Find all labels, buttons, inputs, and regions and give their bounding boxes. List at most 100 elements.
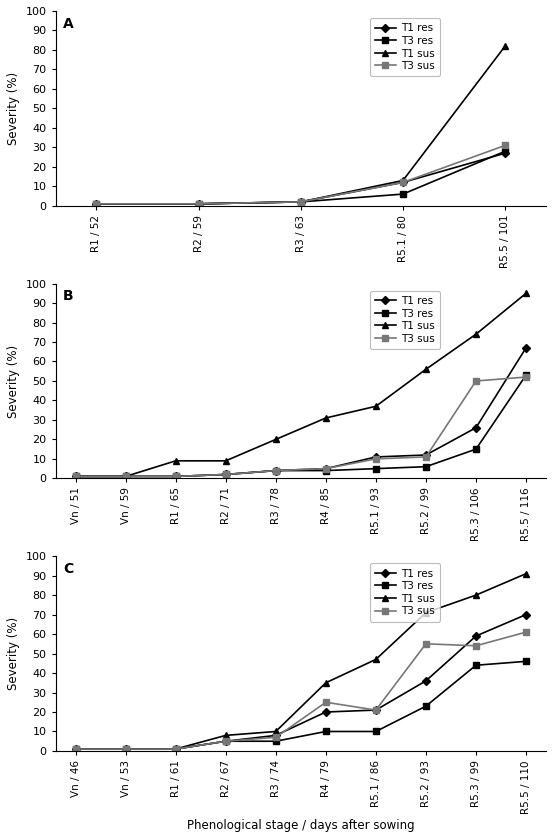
T3 sus	[373, 705, 379, 715]
Legend: T1 res, T3 res, T1 sus, T3 sus: T1 res, T3 res, T1 sus, T3 sus	[370, 18, 440, 76]
T1 res	[473, 423, 479, 433]
T1 res	[400, 177, 406, 187]
T1 sus	[173, 744, 179, 754]
T1 res	[523, 610, 529, 620]
T3 sus	[195, 199, 202, 209]
X-axis label: Phenological stage / days after sowing: Phenological stage / days after sowing	[187, 819, 415, 832]
T1 sus	[523, 289, 529, 299]
Line: T3 sus: T3 sus	[93, 143, 508, 206]
T3 sus	[473, 376, 479, 386]
T3 sus	[523, 372, 529, 382]
T1 sus	[122, 744, 129, 754]
T1 res	[72, 472, 79, 482]
T3 sus	[400, 177, 406, 187]
T1 res	[322, 707, 329, 717]
T1 sus	[72, 744, 79, 754]
T1 res	[473, 631, 479, 641]
Line: T1 res: T1 res	[93, 150, 508, 206]
T3 sus	[322, 464, 329, 474]
Line: T3 res: T3 res	[73, 659, 529, 752]
T3 sus	[72, 744, 79, 754]
T3 sus	[222, 470, 229, 480]
T1 res	[273, 466, 279, 476]
Legend: T1 res, T3 res, T1 sus, T3 sus: T1 res, T3 res, T1 sus, T3 sus	[370, 563, 440, 622]
T3 res	[173, 744, 179, 754]
Line: T3 sus: T3 sus	[73, 374, 529, 479]
T3 sus	[373, 454, 379, 464]
T1 res	[373, 705, 379, 715]
T1 sus	[195, 199, 202, 209]
T1 sus	[502, 41, 509, 51]
T3 sus	[273, 466, 279, 476]
T1 res	[122, 472, 129, 482]
T1 res	[422, 675, 429, 685]
T3 sus	[322, 697, 329, 707]
Line: T1 sus: T1 sus	[72, 571, 530, 753]
Line: T1 sus: T1 sus	[72, 289, 530, 480]
T1 sus	[322, 678, 329, 688]
T3 sus	[222, 736, 229, 746]
T1 sus	[93, 199, 100, 209]
T3 sus	[502, 140, 509, 150]
T1 sus	[400, 175, 406, 185]
Y-axis label: Severity (%): Severity (%)	[7, 617, 20, 690]
T1 res	[93, 199, 100, 209]
T1 sus	[222, 731, 229, 741]
Text: B: B	[63, 289, 74, 304]
T1 res	[173, 472, 179, 482]
T3 res	[222, 470, 229, 480]
T3 res	[473, 444, 479, 454]
T1 sus	[373, 401, 379, 411]
T1 sus	[273, 727, 279, 737]
T1 res	[422, 450, 429, 460]
T3 sus	[298, 197, 304, 207]
T3 res	[195, 199, 202, 209]
T1 sus	[173, 456, 179, 466]
T1 sus	[422, 607, 429, 618]
Line: T3 res: T3 res	[73, 373, 529, 479]
T3 res	[122, 472, 129, 482]
T1 res	[502, 149, 509, 159]
Y-axis label: Severity (%): Severity (%)	[7, 344, 20, 418]
T3 sus	[122, 744, 129, 754]
T3 res	[322, 466, 329, 476]
T3 res	[72, 472, 79, 482]
T3 sus	[422, 638, 429, 649]
T3 res	[523, 656, 529, 666]
T3 res	[473, 660, 479, 670]
T3 res	[523, 370, 529, 380]
T3 res	[173, 472, 179, 482]
T3 sus	[473, 641, 479, 651]
T3 res	[273, 466, 279, 476]
T3 sus	[173, 472, 179, 482]
T3 sus	[523, 627, 529, 637]
T1 sus	[473, 329, 479, 339]
T3 res	[93, 199, 100, 209]
T3 res	[273, 736, 279, 746]
T3 res	[222, 736, 229, 746]
T1 sus	[523, 569, 529, 579]
Line: T1 res: T1 res	[73, 612, 529, 752]
T1 sus	[72, 472, 79, 482]
T3 res	[502, 146, 509, 156]
T1 res	[122, 744, 129, 754]
T3 sus	[273, 732, 279, 743]
T1 sus	[273, 435, 279, 445]
Line: T3 sus: T3 sus	[73, 629, 529, 752]
T3 res	[422, 701, 429, 711]
T1 res	[298, 197, 304, 207]
T3 res	[298, 197, 304, 207]
T1 sus	[373, 654, 379, 664]
Text: A: A	[63, 17, 74, 31]
T3 sus	[122, 472, 129, 482]
T3 res	[400, 189, 406, 199]
T3 res	[122, 744, 129, 754]
Line: T3 res: T3 res	[93, 149, 508, 206]
T1 sus	[322, 413, 329, 423]
T3 res	[72, 744, 79, 754]
T1 res	[173, 744, 179, 754]
T1 res	[222, 736, 229, 746]
Legend: T1 res, T3 res, T1 sus, T3 sus: T1 res, T3 res, T1 sus, T3 sus	[370, 290, 440, 349]
T3 sus	[93, 199, 100, 209]
T1 sus	[422, 364, 429, 374]
